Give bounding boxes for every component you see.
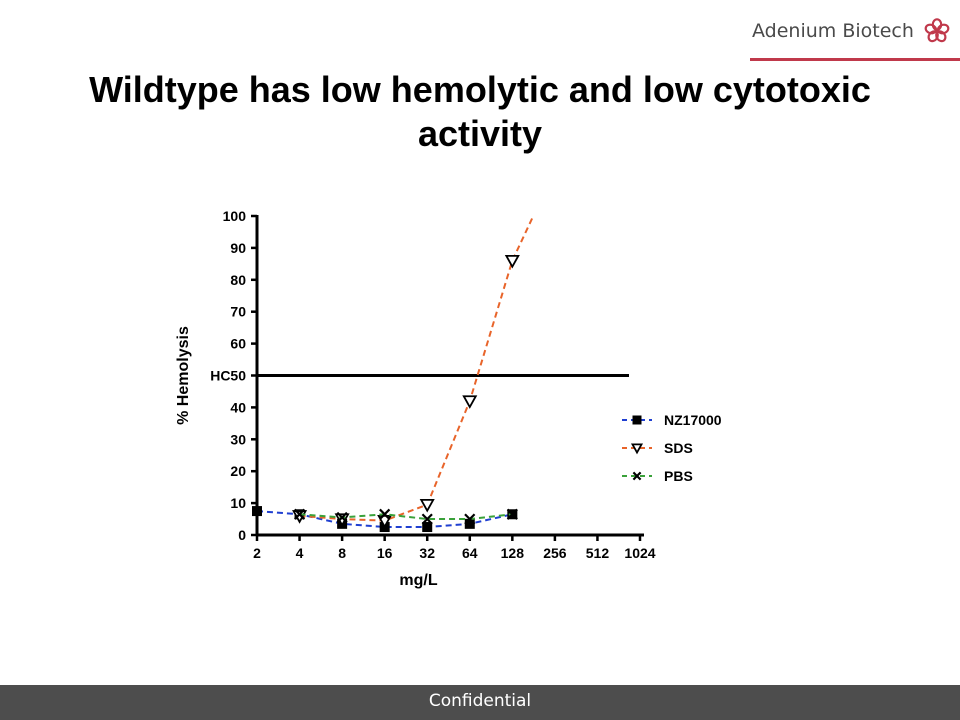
x-tick-label: 512 <box>586 545 610 561</box>
legend: NZ17000 SDS PBS <box>622 412 722 484</box>
data-point-triangle <box>462 395 478 409</box>
legend-label: PBS <box>664 468 693 484</box>
x-tick-label: 16 <box>377 545 393 561</box>
flower-icon <box>924 18 950 43</box>
brand-logo: Adenium Biotech <box>750 18 960 62</box>
y-tick-label: 30 <box>230 431 246 447</box>
x-tick-label: 1024 <box>624 545 655 561</box>
data-point-triangle <box>504 254 520 269</box>
y-tick-label: 20 <box>230 463 246 479</box>
data-point-x <box>421 513 433 525</box>
data-point-x <box>506 508 518 520</box>
x-tick-label: 4 <box>296 545 304 561</box>
data-point-x <box>336 511 348 524</box>
series-line <box>299 215 535 522</box>
brand-name: Adenium Biotech <box>752 20 914 42</box>
data-point-x <box>464 513 476 525</box>
slide-title-line-1: Wildtype has low hemolytic and low cytot… <box>89 69 871 110</box>
x-tick-label: 256 <box>543 545 567 561</box>
y-tick-label: 40 <box>230 399 246 415</box>
y-tick-label: HC50 <box>210 368 246 384</box>
y-tick-label: 0 <box>238 527 246 543</box>
brand-divider <box>750 58 960 61</box>
data-point-triangle <box>419 498 435 513</box>
data-point-x <box>632 471 642 481</box>
series-pbs <box>293 508 518 525</box>
legend-item: NZ17000 <box>622 412 722 428</box>
series-layer <box>252 215 535 533</box>
data-point-triangle <box>630 443 644 455</box>
x-axis-label: mg/L <box>399 572 437 589</box>
x-tick-label: 64 <box>462 545 478 561</box>
y-tick-label: 90 <box>230 240 246 256</box>
y-axis-label: % Hemolysis <box>175 326 192 425</box>
axes-layer: 0 10 20 30 40 HC50 60 70 80 90 100 2 4 8 16 32 64 128 256 5… <box>175 208 656 589</box>
legend-label: NZ17000 <box>664 412 722 428</box>
slide-title-line-2: activity <box>417 113 543 154</box>
y-tick-label: 60 <box>230 336 246 352</box>
hemolysis-chart: 0 10 20 30 40 HC50 60 70 80 90 100 2 4 8 16 32 64 128 256 5… <box>175 208 722 589</box>
x-tick-label: 32 <box>419 545 435 561</box>
y-tick-label: 80 <box>230 272 246 288</box>
series-sds <box>292 215 535 529</box>
data-point-x <box>293 508 306 520</box>
x-tick-label: 128 <box>501 545 525 561</box>
data-point-square <box>422 522 433 533</box>
x-tick-label: 8 <box>338 545 346 561</box>
legend-item: SDS <box>622 440 693 456</box>
legend-label: SDS <box>664 440 693 456</box>
x-tick-label: 2 <box>253 545 261 561</box>
data-point-square <box>464 518 475 529</box>
y-tick-label: 70 <box>230 304 246 320</box>
data-point-x <box>379 508 391 520</box>
data-point-square <box>252 506 262 517</box>
series-line <box>299 513 513 521</box>
footer-text: Confidential <box>428 691 532 711</box>
y-tick-label: 10 <box>230 495 246 511</box>
y-tick-label: 100 <box>223 208 247 224</box>
data-point-square <box>632 415 642 425</box>
legend-item: PBS <box>622 468 693 484</box>
slide-title: Wildtype has low hemolytic and low cytot… <box>0 68 960 156</box>
footer-bar: Confidential <box>0 685 960 720</box>
